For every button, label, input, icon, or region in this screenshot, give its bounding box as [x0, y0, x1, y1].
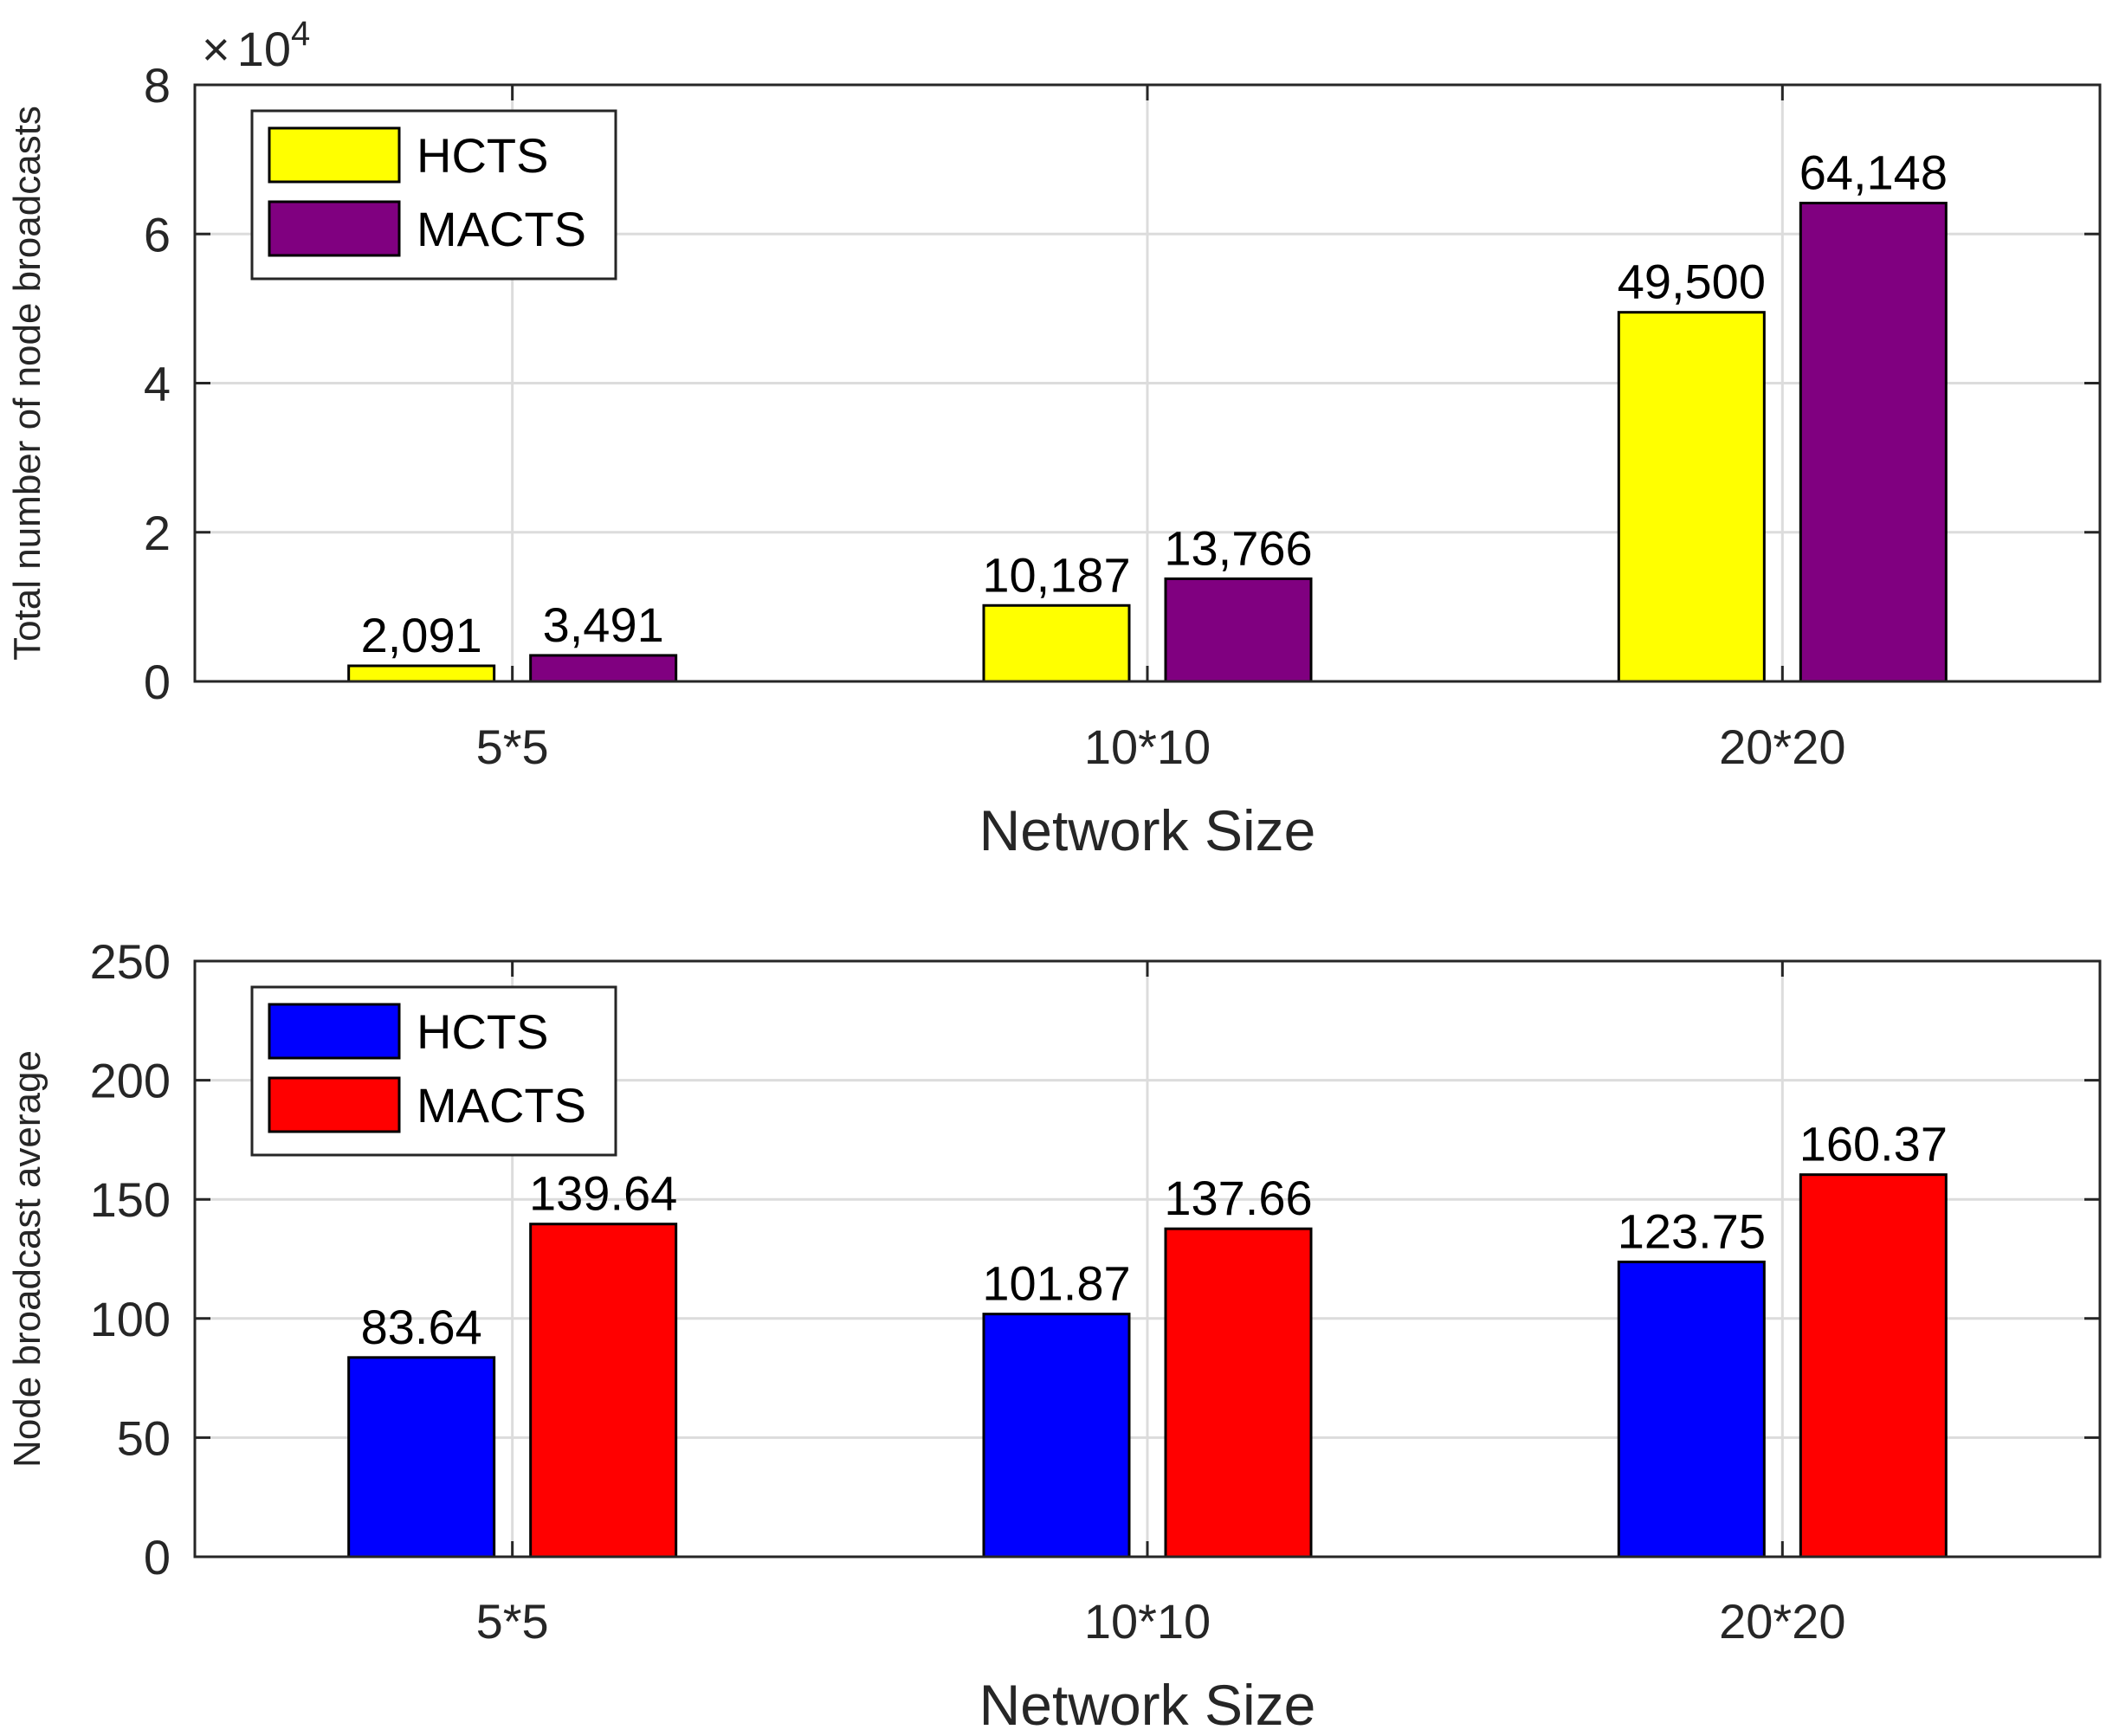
x-tick-label: 10*10 — [1084, 1594, 1211, 1649]
bar-hcts-0 — [347, 1356, 496, 1559]
data-label-macts-1: 13,766 — [1164, 520, 1312, 575]
bar-macts-0 — [529, 1223, 678, 1559]
legend-label-hcts: HCTS — [417, 128, 548, 183]
legend-swatch-hcts — [268, 1003, 401, 1060]
legend-label-hcts: HCTS — [417, 1004, 548, 1059]
y-tick-label: 50 — [117, 1410, 171, 1465]
data-label-hcts-2: 49,500 — [1618, 255, 1766, 309]
data-label-macts-0: 3,491 — [543, 597, 664, 652]
data-label-macts-1: 137.66 — [1164, 1171, 1312, 1225]
y-tick-label: 4 — [144, 357, 171, 411]
y-tick-label: 0 — [144, 1530, 171, 1584]
y-axis-label: Node broadcast average — [6, 1050, 48, 1468]
bar-macts-0 — [529, 654, 678, 683]
chart-total-broadcasts: 2,091 10,187 49,500 3,491 13,766 64,148 0 2 4 6 8 5… — [6, 15, 2102, 862]
x-tick-label: 5*5 — [476, 720, 549, 774]
x-axis-label: Network Size — [979, 798, 1316, 862]
bar-macts-2 — [1799, 202, 1948, 683]
bar-macts-1 — [1164, 577, 1313, 683]
data-label-hcts-0: 83.64 — [361, 1300, 482, 1354]
legend-label-macts: MACTS — [417, 1078, 586, 1133]
x-tick-label: 10*10 — [1084, 720, 1211, 774]
x-axis-label: Network Size — [979, 1673, 1316, 1736]
data-label-macts-2: 160.37 — [1799, 1117, 1948, 1171]
bar-hcts-2 — [1617, 1260, 1766, 1559]
y-tick-label: 6 — [144, 207, 171, 261]
legend-swatch-macts — [268, 200, 401, 257]
y-tick-label: 200 — [90, 1054, 171, 1108]
y-tick-label: 8 — [144, 58, 171, 113]
bar-macts-2 — [1799, 1173, 1948, 1559]
legend: HCTS MACTS — [250, 985, 617, 1157]
bar-hcts-0 — [347, 664, 496, 683]
bar-hcts-1 — [982, 603, 1131, 683]
data-label-hcts-2: 123.75 — [1618, 1204, 1766, 1258]
y-tick-label: 100 — [90, 1292, 171, 1346]
data-label-macts-2: 64,148 — [1799, 145, 1948, 200]
legend-label-macts: MACTS — [417, 202, 586, 256]
bar-hcts-2 — [1617, 311, 1766, 683]
y-axis-exponent: × 104 — [202, 15, 310, 76]
y-tick-label: 250 — [90, 934, 171, 989]
legend: HCTS MACTS — [250, 109, 617, 281]
y-axis-label: Total number of node broadcasts — [6, 106, 48, 661]
legend-swatch-macts — [268, 1076, 401, 1133]
legend-swatch-hcts — [268, 126, 401, 184]
data-label-hcts-1: 101.87 — [982, 1256, 1130, 1311]
y-tick-label: 2 — [144, 506, 171, 560]
chart-broadcast-average: 83.64 101.87 123.75 139.64 137.66 160.37 0 50 10… — [6, 934, 2102, 1736]
x-tick-label: 20*20 — [1719, 720, 1845, 774]
data-label-macts-0: 139.64 — [529, 1166, 677, 1221]
data-label-hcts-1: 10,187 — [982, 547, 1130, 602]
bar-macts-1 — [1164, 1227, 1313, 1559]
bar-hcts-1 — [982, 1313, 1131, 1559]
y-tick-label: 150 — [90, 1172, 171, 1227]
data-label-hcts-0: 2,091 — [361, 608, 482, 662]
x-tick-label: 5*5 — [476, 1594, 549, 1649]
x-tick-label: 20*20 — [1719, 1594, 1845, 1649]
y-tick-label: 0 — [144, 655, 171, 709]
